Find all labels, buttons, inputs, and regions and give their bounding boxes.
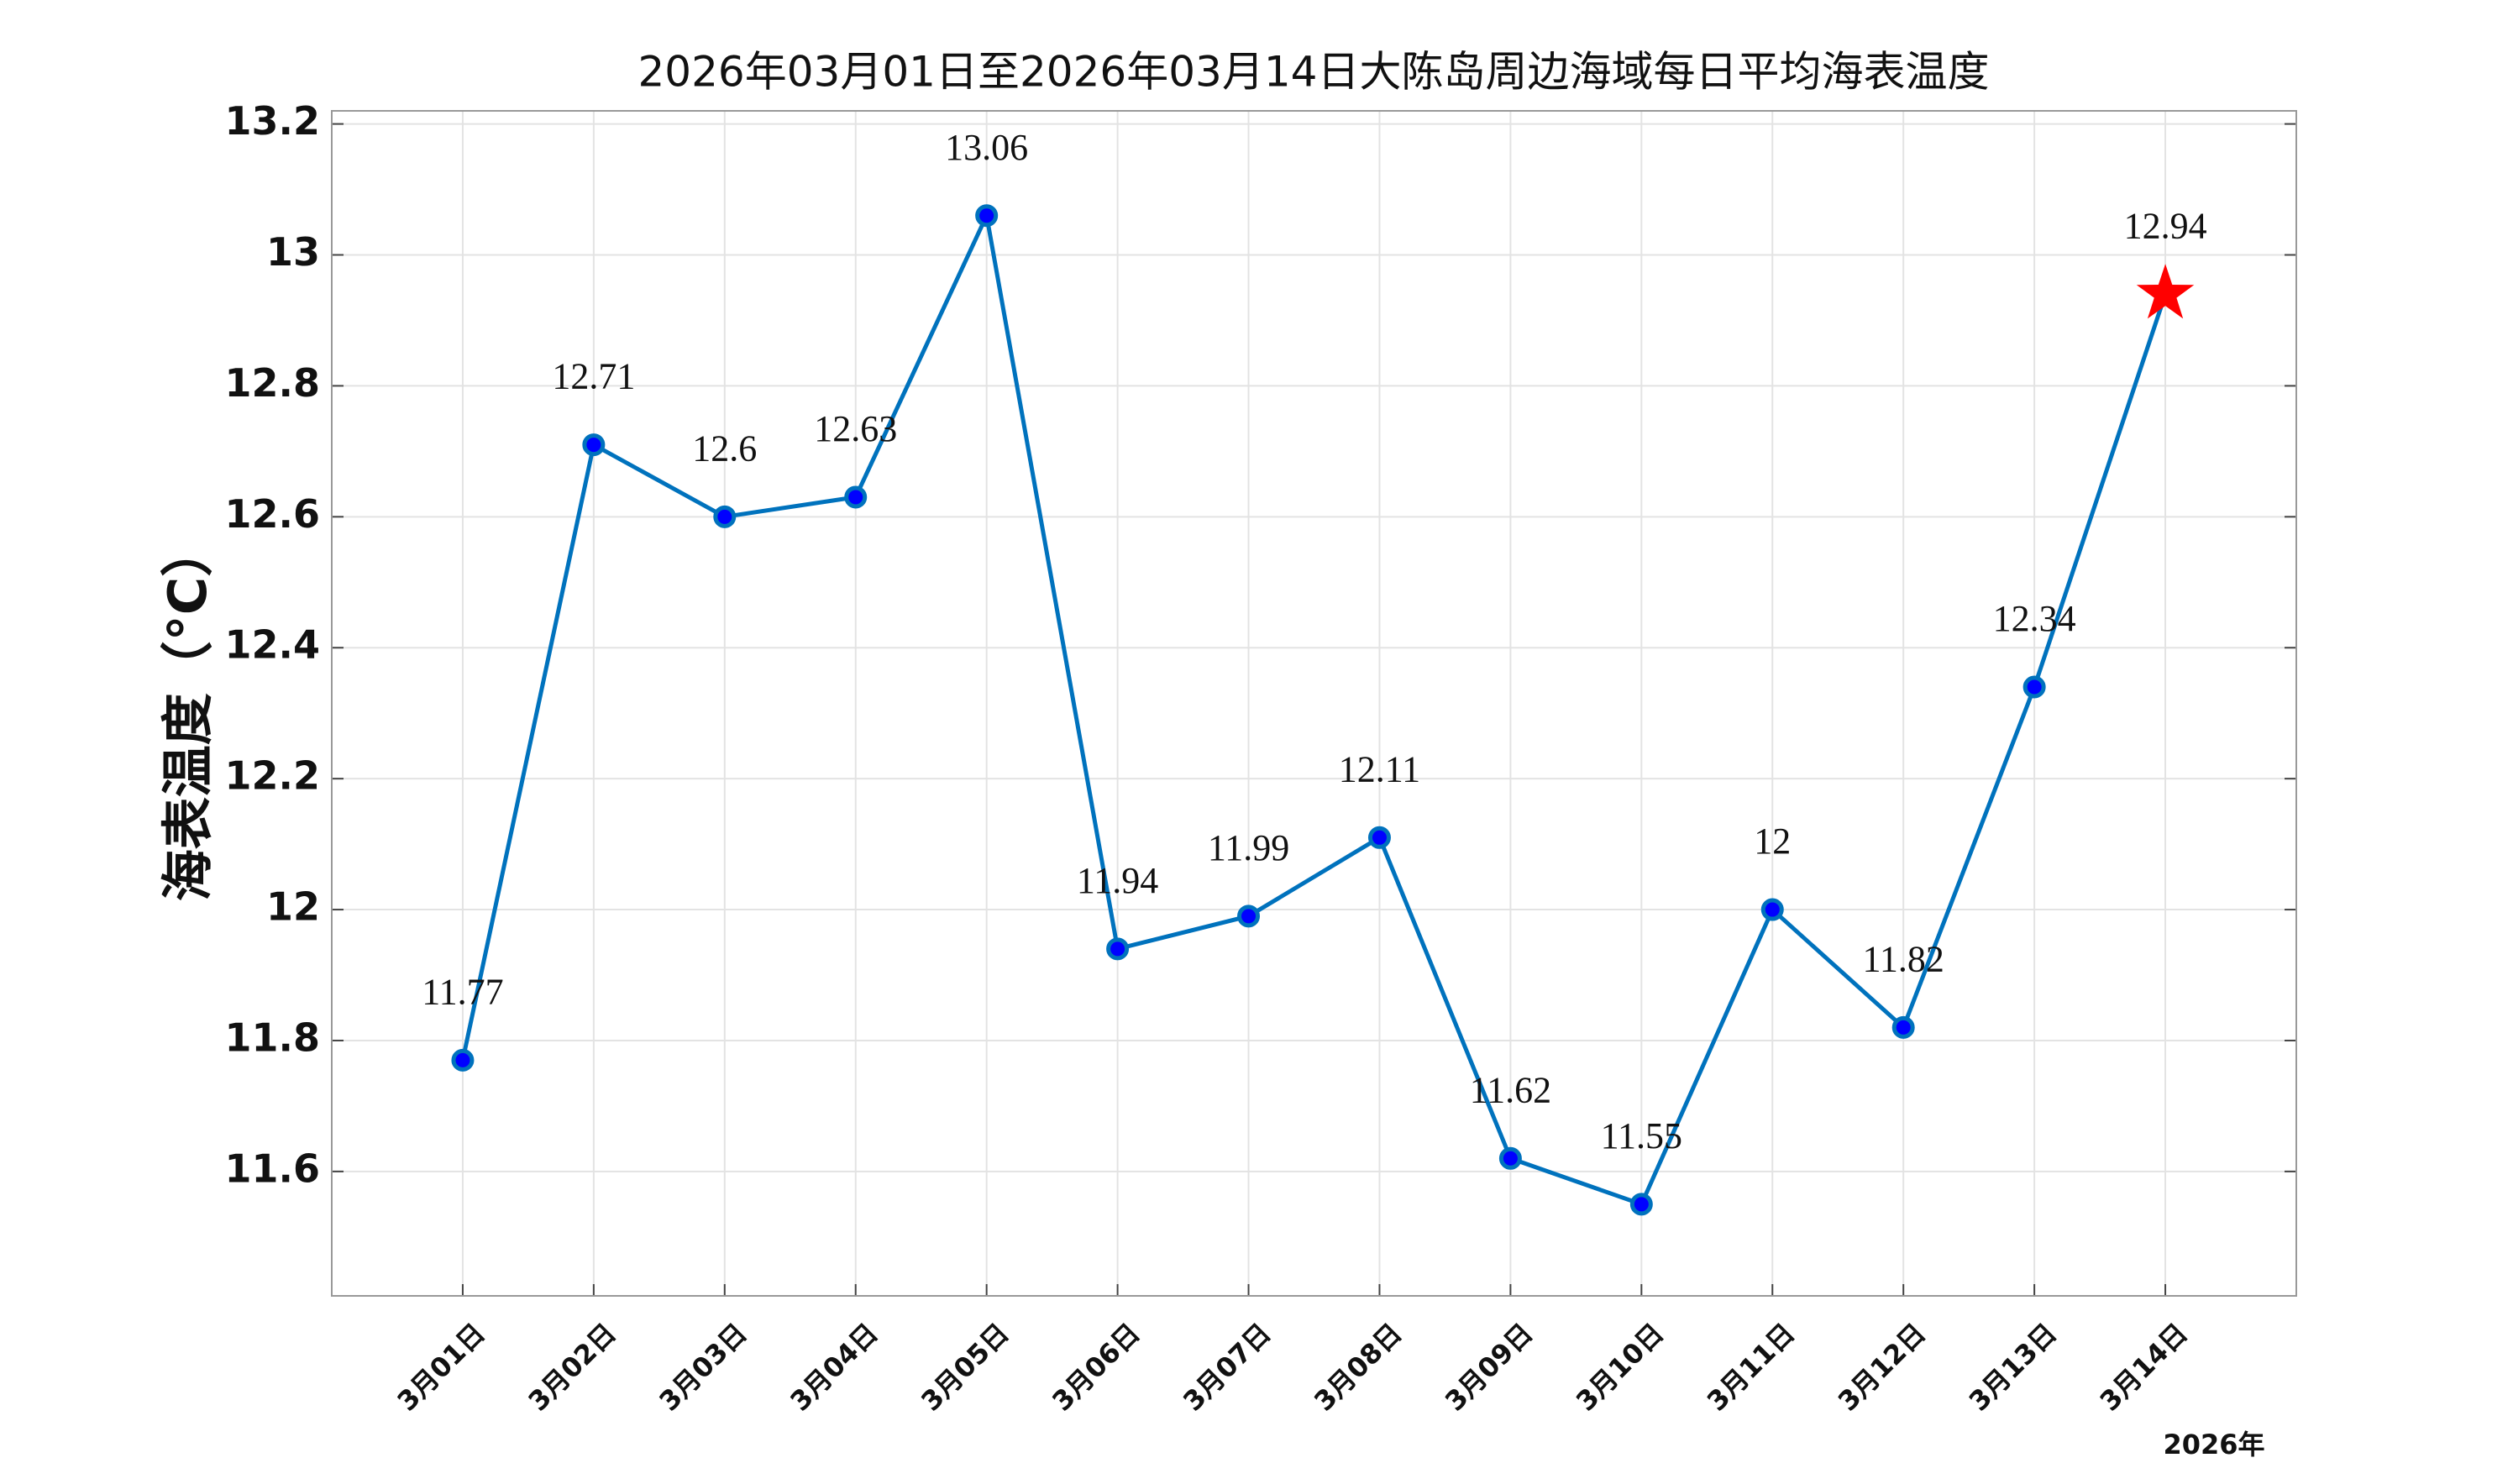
star-marker (2136, 264, 2195, 319)
point-marker (2022, 675, 2046, 699)
data-label: 11.55 (1601, 1115, 1682, 1156)
point-marker (1367, 826, 1391, 849)
data-label: 11.77 (422, 971, 503, 1012)
point-marker (975, 204, 999, 228)
y-tick-label: 12.8 (225, 360, 321, 406)
x-tick-label: 3月05日 (915, 1317, 1015, 1417)
y-tick-label: 13 (266, 229, 320, 275)
x-tick-label: 3月09日 (1439, 1317, 1539, 1417)
x-tick-label: 3月06日 (1046, 1317, 1146, 1417)
point-marker (844, 485, 868, 509)
data-label: 11.99 (1208, 827, 1289, 868)
data-label: 12.94 (2124, 205, 2207, 246)
y-tick-label: 13.2 (225, 98, 321, 144)
point-marker (1891, 1015, 1915, 1039)
point-marker (1629, 1193, 1653, 1216)
y-tick-label: 12.6 (225, 491, 321, 537)
data-label: 11.94 (1077, 860, 1158, 901)
data-label: 12.6 (692, 427, 757, 469)
point-marker (1760, 898, 1784, 921)
y-axis-label: 海表温度（°C） (157, 525, 218, 902)
x-tick-label: 3月08日 (1308, 1317, 1408, 1417)
x-tick-label: 3月14日 (2094, 1317, 2194, 1417)
y-tick-label: 12.4 (225, 622, 321, 668)
point-marker (451, 1048, 475, 1072)
line (460, 208, 2168, 1207)
y-tick-label: 11.6 (225, 1146, 321, 1191)
data-label: 12.34 (1993, 598, 2076, 639)
point-marker (1498, 1146, 1522, 1170)
chart-title: 2026年03月01日至2026年03月14日大陈岛周边海域每日平均海表温度 (638, 48, 1990, 97)
point-marker (713, 505, 737, 528)
point-marker (1237, 905, 1261, 928)
data-label: 13.06 (945, 127, 1028, 168)
x-tick-label: 3月04日 (784, 1317, 884, 1417)
x-tick-label: 3月12日 (1832, 1317, 1932, 1417)
point-marker (1106, 937, 1130, 961)
data-label: 12 (1754, 821, 1791, 862)
data-label: 12.11 (1339, 748, 1420, 789)
data-label: 11.82 (1863, 938, 1944, 979)
x-tick-label: 3月01日 (391, 1317, 491, 1417)
x-tick-label: 3月10日 (1570, 1317, 1670, 1417)
plot-area (332, 111, 2296, 1296)
x-tick-label: 3月03日 (653, 1317, 753, 1417)
x-tick-label: 3月11日 (1701, 1317, 1801, 1417)
point-marker (582, 433, 606, 457)
data-label: 12.71 (552, 356, 635, 397)
x-tick-label: 3月07日 (1177, 1317, 1277, 1417)
x-tick-label: 3月13日 (1963, 1317, 2063, 1417)
data-label: 12.63 (814, 408, 897, 449)
data-label: 11.62 (1470, 1069, 1551, 1110)
y-tick-label: 11.8 (225, 1015, 321, 1060)
y-tick-label: 12 (266, 884, 320, 930)
y-tick-label: 12.2 (225, 753, 321, 799)
x-tick-label: 3月02日 (522, 1317, 622, 1417)
plot-frame (331, 110, 2297, 1297)
x-axis-note: 2026年 (2163, 1429, 2264, 1460)
